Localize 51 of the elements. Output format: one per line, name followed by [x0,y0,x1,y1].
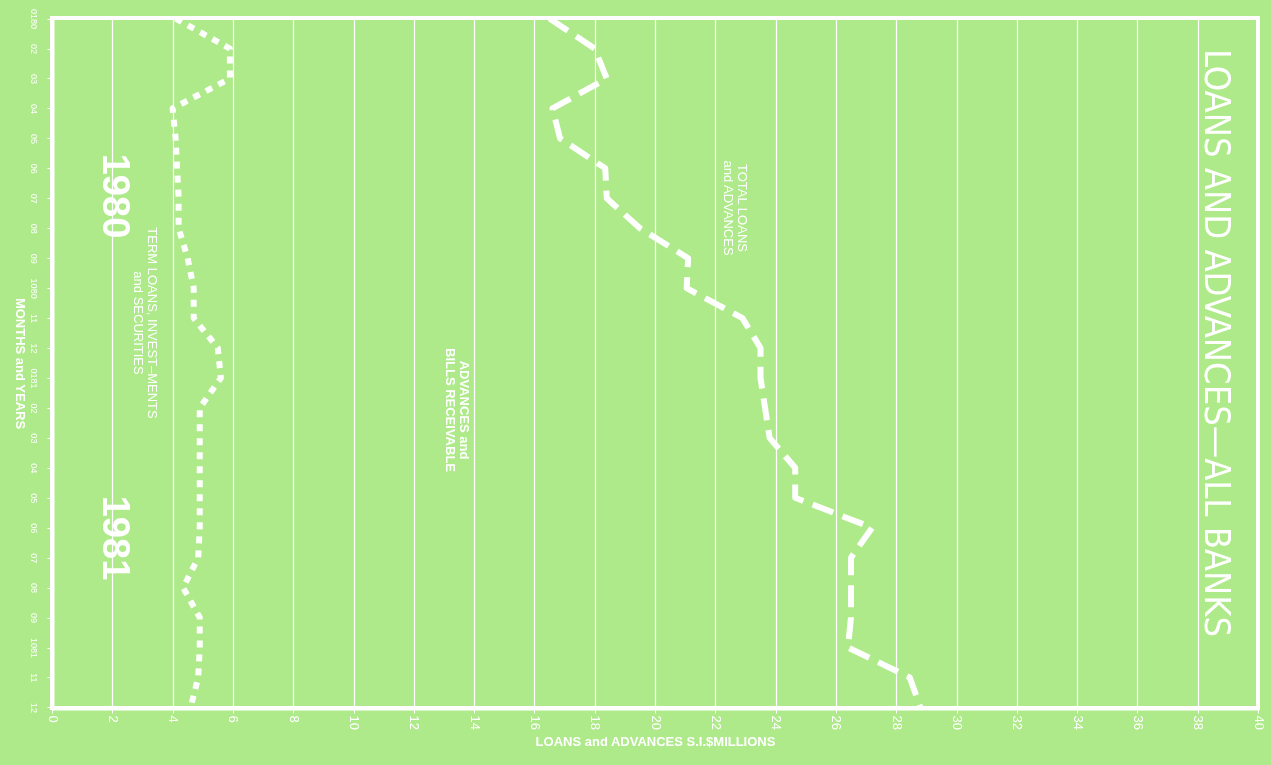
x-tick-label: 40 [1251,715,1267,730]
y-tick-label: 11 [28,673,39,683]
annotation: ADVANCES and BILLS RECEIVABLE [442,348,472,473]
y-tick-label: 02 [28,44,39,55]
y-tick-label: 03 [28,433,39,444]
text: TOTAL LOANS and ADVANCES [720,160,750,256]
y-tick-label: 0180 [28,9,39,30]
y-tick-label: 05 [28,493,39,504]
y-tick-label: 06 [28,163,39,174]
y-tick-label: 07 [28,553,39,564]
y-tick-label: 07 [28,193,39,204]
y-tick-label: 08 [28,223,39,234]
x-axis-title: LOANS and ADVANCES S.I.$MILLIONS [535,733,776,749]
y-tick-label: 02 [28,403,39,414]
y-axis-title: MONTHS and YEARS [12,297,28,430]
x-tick-label: 34 [1070,715,1086,730]
x-tick-label: 20 [648,715,664,730]
x-tick-label: 4 [166,715,182,723]
y-tick-label: 12 [28,343,39,354]
y-tick-label: 03 [28,73,39,84]
y-tick-label: 1080 [28,278,39,299]
y-tick-label: 09 [28,253,39,264]
x-tick-label: 18 [588,715,604,730]
y-tick-label: 11 [28,313,39,324]
x-tick-label: 10 [347,715,362,730]
x-tick-label: 36 [1130,715,1146,730]
x-tick-label: 24 [769,715,785,730]
annotation: 1981 [95,495,137,581]
x-tick-label: 0 [45,715,61,723]
y-tick-label: 05 [28,133,39,144]
y-tick-label: 0181 [28,368,39,389]
y-tick-label: 12 [28,702,39,713]
y-tick-label: 04 [28,463,39,474]
x-tick-label: 28 [889,715,905,730]
x-tick-label: 6 [226,715,242,723]
y-tick-label: 04 [28,103,39,114]
x-tick-label: 2 [105,715,121,723]
y-tick-label: 1081 [28,637,39,659]
y-tick-label: 08 [28,583,39,594]
x-tick-label: 38 [1191,715,1207,730]
x-tick-label: 26 [829,715,845,730]
text: LOANS AND ADVANCES—ALL BANKS [1197,48,1238,638]
x-tick-label: 30 [950,715,965,730]
y-tick-label: 06 [28,523,39,534]
y-tick-label: 09 [28,613,39,624]
x-tick-label: 8 [286,715,302,723]
x-tick-label: 22 [708,715,724,730]
x-tick-label: 12 [407,715,423,730]
x-tick-label: 16 [527,715,543,730]
x-tick-label: 32 [1010,715,1026,730]
x-tick-label: 14 [467,715,483,730]
